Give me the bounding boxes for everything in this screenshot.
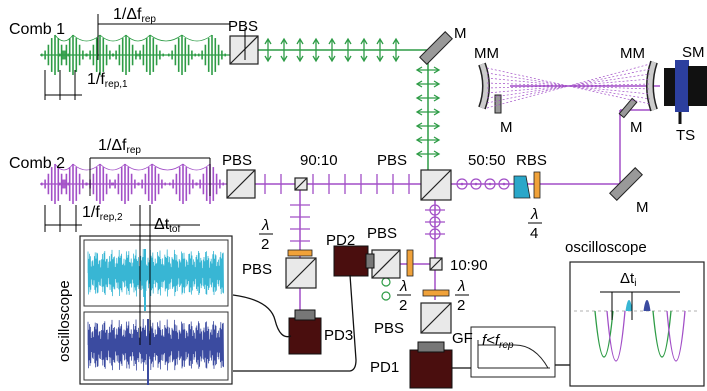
label-inv-df-rep-top-text: 1/Δfrep — [113, 6, 156, 25]
sample-mirror-sm — [675, 60, 689, 112]
label-lambda-half-1: λ — [261, 217, 269, 234]
label-pd2: PD2 — [326, 232, 355, 249]
bs-90-10 — [294, 177, 308, 191]
label-inv-df-rep-bottom: 1/Δf — [98, 137, 127, 154]
label-pbs-5: PBS — [367, 225, 397, 242]
mirror-m-right — [609, 167, 643, 201]
pd3 — [288, 309, 322, 355]
label-lambda-half-2: λ — [399, 278, 407, 295]
label-pbs-3: PBS — [377, 152, 407, 169]
comb2-pulse-train — [40, 163, 227, 204]
label-m-small2: M — [630, 119, 643, 136]
pd1 — [409, 341, 453, 389]
label-lambda-quarter: λ — [530, 206, 538, 223]
label-filter: f<f — [482, 332, 501, 349]
label-pd1: PD1 — [370, 359, 399, 376]
label-pbs-2: PBS — [222, 152, 252, 169]
label-filter-sub: rep — [499, 340, 514, 351]
label-half-2: 2 — [399, 297, 407, 314]
pbs-comb2 — [226, 169, 256, 199]
label-90-10: 90:10 — [300, 152, 338, 169]
oscilloscope-trace-top — [87, 249, 224, 311]
label-m-right: M — [636, 199, 649, 216]
label-half-3: 2 — [457, 297, 465, 314]
label-inv-frep2-sub: rep,2 — [100, 212, 123, 223]
label-half-1: 2 — [261, 236, 269, 253]
label-rbs: RBS — [516, 152, 547, 169]
label-dt-i-sub: i — [634, 278, 636, 289]
label-pbs-6: PBS — [374, 320, 404, 337]
label-dt-tof: Δt — [154, 216, 170, 233]
photodiodes — [288, 245, 453, 389]
mirrors — [419, 31, 643, 201]
label-inv-df-rep-top-sub: rep — [141, 14, 156, 25]
label-comb2: Comb 2 — [9, 155, 65, 172]
label-inv-df-rep-bottom-sub: rep — [126, 145, 141, 156]
label-inv-frep2: 1/f — [82, 204, 100, 221]
oscilloscope-right-traces — [574, 300, 700, 362]
pbs-pd3 — [285, 257, 317, 289]
label-pbs-4: PBS — [242, 261, 272, 278]
comb1-pulse-train — [40, 34, 230, 75]
label-sm: SM — [682, 44, 705, 61]
oscilloscope-trace-bottom — [87, 319, 224, 385]
bs-10-90 — [429, 257, 443, 271]
label-10-90: 10:90 — [450, 257, 488, 274]
lowpass-filter-box — [470, 326, 556, 378]
label-pd3: PD3 — [324, 327, 353, 344]
pbs-cubes — [226, 35, 452, 334]
label-mm-right: MM — [620, 45, 645, 62]
label-inv-frep1: 1/f — [87, 71, 105, 88]
half-waveplate-pd2 — [406, 249, 414, 277]
label-inv-frep2-text: 1/frep,2 — [82, 204, 123, 223]
oscilloscope-right — [569, 261, 705, 387]
label-filter-text: f<frep — [482, 332, 514, 351]
label-gf: GF — [452, 330, 473, 347]
label-oscilloscope-right: oscilloscope — [565, 239, 647, 256]
pd2 — [333, 245, 375, 277]
label-inv-frep1-sub: rep,1 — [105, 79, 128, 90]
label-dt-tof-text: Δttof — [154, 216, 180, 235]
label-50-50: 50:50 — [468, 152, 506, 169]
mirror-m-top — [419, 31, 453, 65]
pbs-pd2 — [371, 249, 401, 279]
pbs-comb1 — [229, 35, 259, 65]
signal-cables — [232, 274, 570, 372]
label-m-small1: M — [500, 119, 513, 136]
mirror-m-small2 — [618, 97, 638, 119]
label-pbs-1: PBS — [228, 18, 258, 35]
label-oscilloscope-left: oscilloscope — [56, 280, 73, 362]
annotation-lines — [44, 14, 680, 345]
label-quarter: 4 — [530, 225, 538, 242]
half-waveplate-pd3 — [287, 249, 313, 257]
label-comb1: Comb 1 — [9, 21, 65, 38]
label-dt-tof-sub: tof — [169, 224, 180, 235]
stage-block — [688, 66, 707, 106]
label-inv-df-rep-bottom-text: 1/Δfrep — [98, 137, 141, 156]
label-inv-df-rep-top: 1/Δf — [113, 6, 142, 23]
pbs-combine — [420, 169, 452, 201]
mirror-m-small1 — [494, 94, 502, 114]
label-ts: TS — [676, 127, 695, 144]
label-m-top: M — [454, 25, 467, 42]
label-lambda-half-3: λ — [457, 278, 465, 295]
half-waveplate-pd1 — [422, 289, 450, 297]
comb1-polarization-arrows — [264, 37, 441, 158]
lowpass-curve — [478, 344, 549, 369]
label-inv-frep1-text: 1/frep,1 — [87, 71, 128, 90]
label-dt-i: Δt — [620, 270, 635, 287]
label-dt-i-text: Δti — [620, 270, 636, 289]
multipass-cell — [478, 60, 707, 124]
oscilloscope-left — [79, 235, 233, 385]
pbs-pd1 — [420, 302, 452, 334]
label-mm-left: MM — [474, 45, 499, 62]
quarter-waveplate — [533, 171, 541, 199]
rbs-element — [513, 175, 531, 199]
comb2-polarization-arrows — [264, 174, 510, 301]
